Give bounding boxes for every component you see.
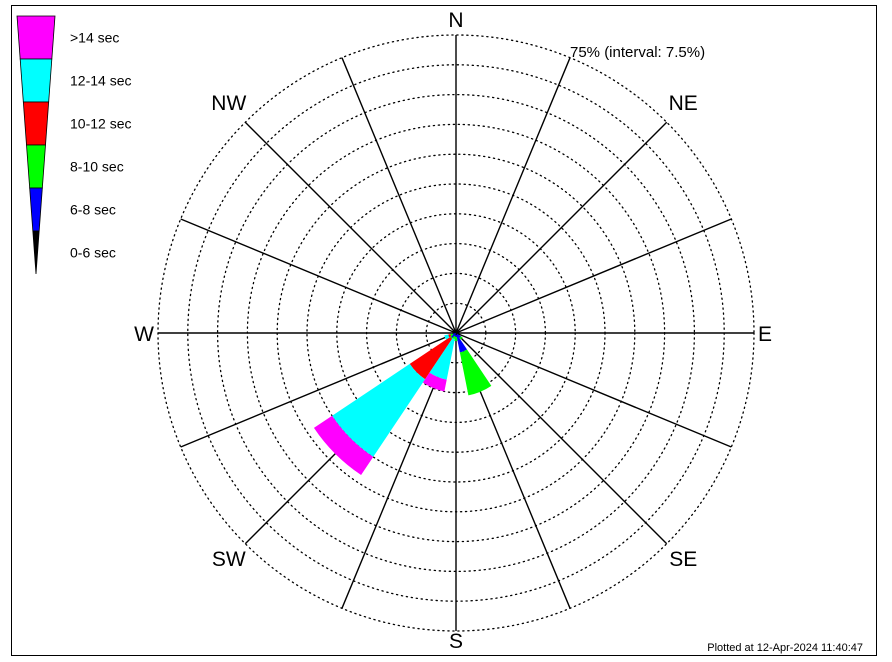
- petal-segment: [450, 336, 453, 339]
- petal-segment: [450, 333, 454, 337]
- wind-rose-petals: [313, 333, 492, 476]
- sector-spoke: [455, 332, 732, 448]
- petal-segment: [444, 334, 450, 340]
- sector-spoke: [455, 218, 732, 334]
- chart-frame: [11, 5, 877, 656]
- petal-segment: [454, 333, 456, 337]
- plot-timestamp: Plotted at 12-Apr-2024 11:40:47: [707, 642, 863, 654]
- legend-swatch: [32, 230, 40, 275]
- sector-spoke: [455, 332, 668, 545]
- petal-segment: [456, 334, 468, 353]
- petal-segment: [448, 334, 452, 338]
- petal-segment: [409, 336, 453, 380]
- petal-segment: [313, 415, 374, 476]
- direction-label-se: SE: [669, 548, 697, 571]
- legend-label: 12-14 sec: [70, 73, 131, 89]
- petal-segment: [452, 335, 456, 339]
- petal-segment: [455, 334, 457, 337]
- petal-segment: [454, 336, 458, 341]
- petal-segment: [456, 333, 458, 335]
- legend-label: >14 sec: [70, 30, 119, 46]
- direction-label-ne: NE: [669, 92, 698, 115]
- petal-segment: [452, 333, 456, 335]
- petal-segment: [456, 333, 457, 334]
- direction-label-nw: NW: [211, 92, 246, 115]
- sector-spoke: [455, 121, 668, 334]
- legend-swatch: [29, 187, 43, 232]
- sector-spoke: [180, 332, 457, 448]
- petal-segment: [459, 349, 492, 396]
- legend-label: 0-6 sec: [70, 245, 116, 261]
- petal-segment: [456, 333, 461, 338]
- direction-label-w: W: [134, 323, 154, 346]
- sector-spoke: [244, 121, 457, 334]
- direction-label-s: S: [449, 630, 463, 653]
- direction-label-n: N: [448, 9, 463, 32]
- legend-label: 8-10 sec: [70, 159, 124, 175]
- petal-segment: [332, 363, 426, 457]
- legend-swatch: [22, 101, 50, 146]
- direction-labels: N NE E SE S SW W NW: [134, 9, 772, 653]
- petal-segment: [451, 333, 456, 338]
- petal-segment: [455, 333, 457, 335]
- petal-segment: [429, 337, 455, 380]
- ring-interval-label: 75% (interval: 7.5%): [570, 44, 705, 61]
- sector-spoke: [341, 57, 457, 334]
- legend-label: 10-12 sec: [70, 116, 131, 132]
- petal-segment: [459, 336, 463, 340]
- legend: >14 sec 12-14 sec 10-12 sec 8-10 sec 6-8 sec…: [16, 15, 131, 275]
- legend-swatch: [26, 144, 46, 189]
- legend-swatch: [16, 15, 56, 60]
- sector-spoke: [455, 57, 571, 334]
- sector-spoke: [180, 218, 457, 334]
- petal-segment: [422, 372, 447, 392]
- direction-label-sw: SW: [212, 548, 246, 571]
- direction-label-e: E: [758, 323, 772, 346]
- legend-swatch: [19, 58, 53, 103]
- legend-label: 6-8 sec: [70, 202, 116, 218]
